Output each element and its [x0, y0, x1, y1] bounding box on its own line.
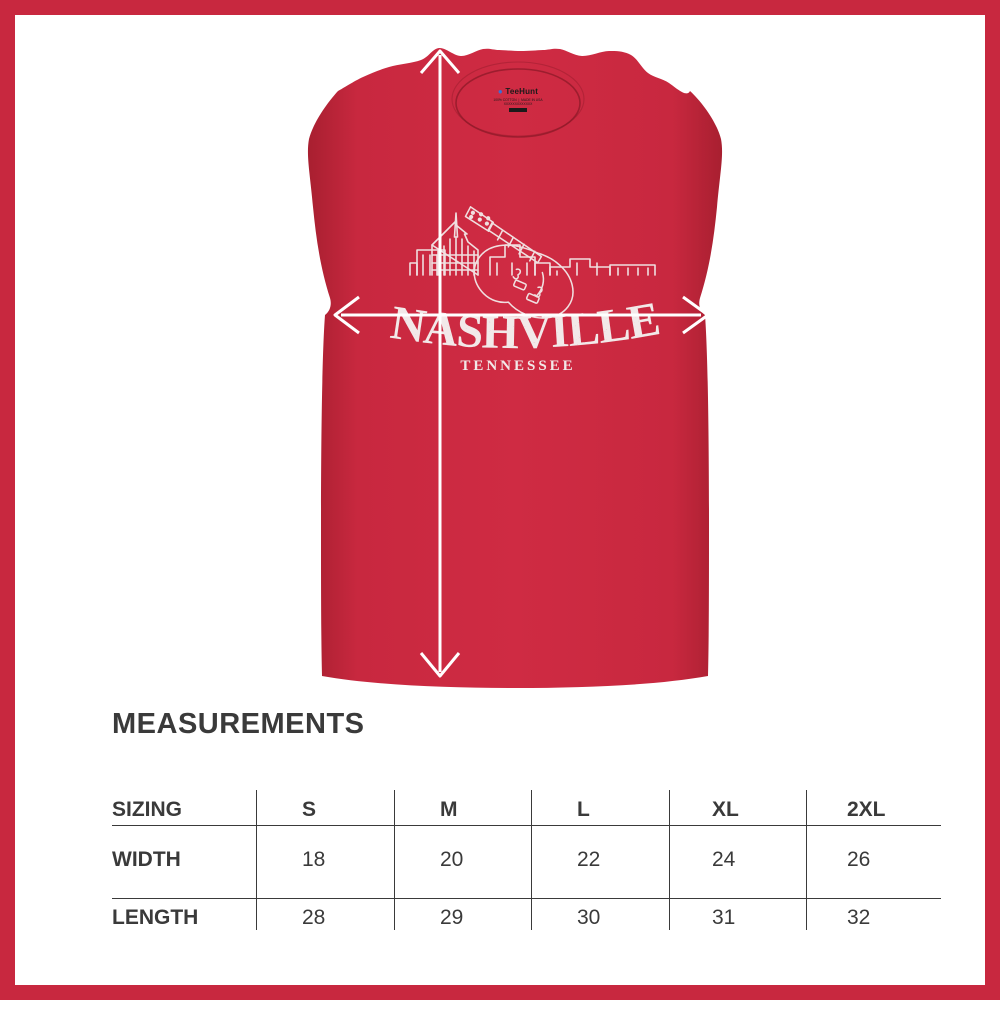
svg-text:TENNESSEE: TENNESSEE: [460, 358, 575, 374]
